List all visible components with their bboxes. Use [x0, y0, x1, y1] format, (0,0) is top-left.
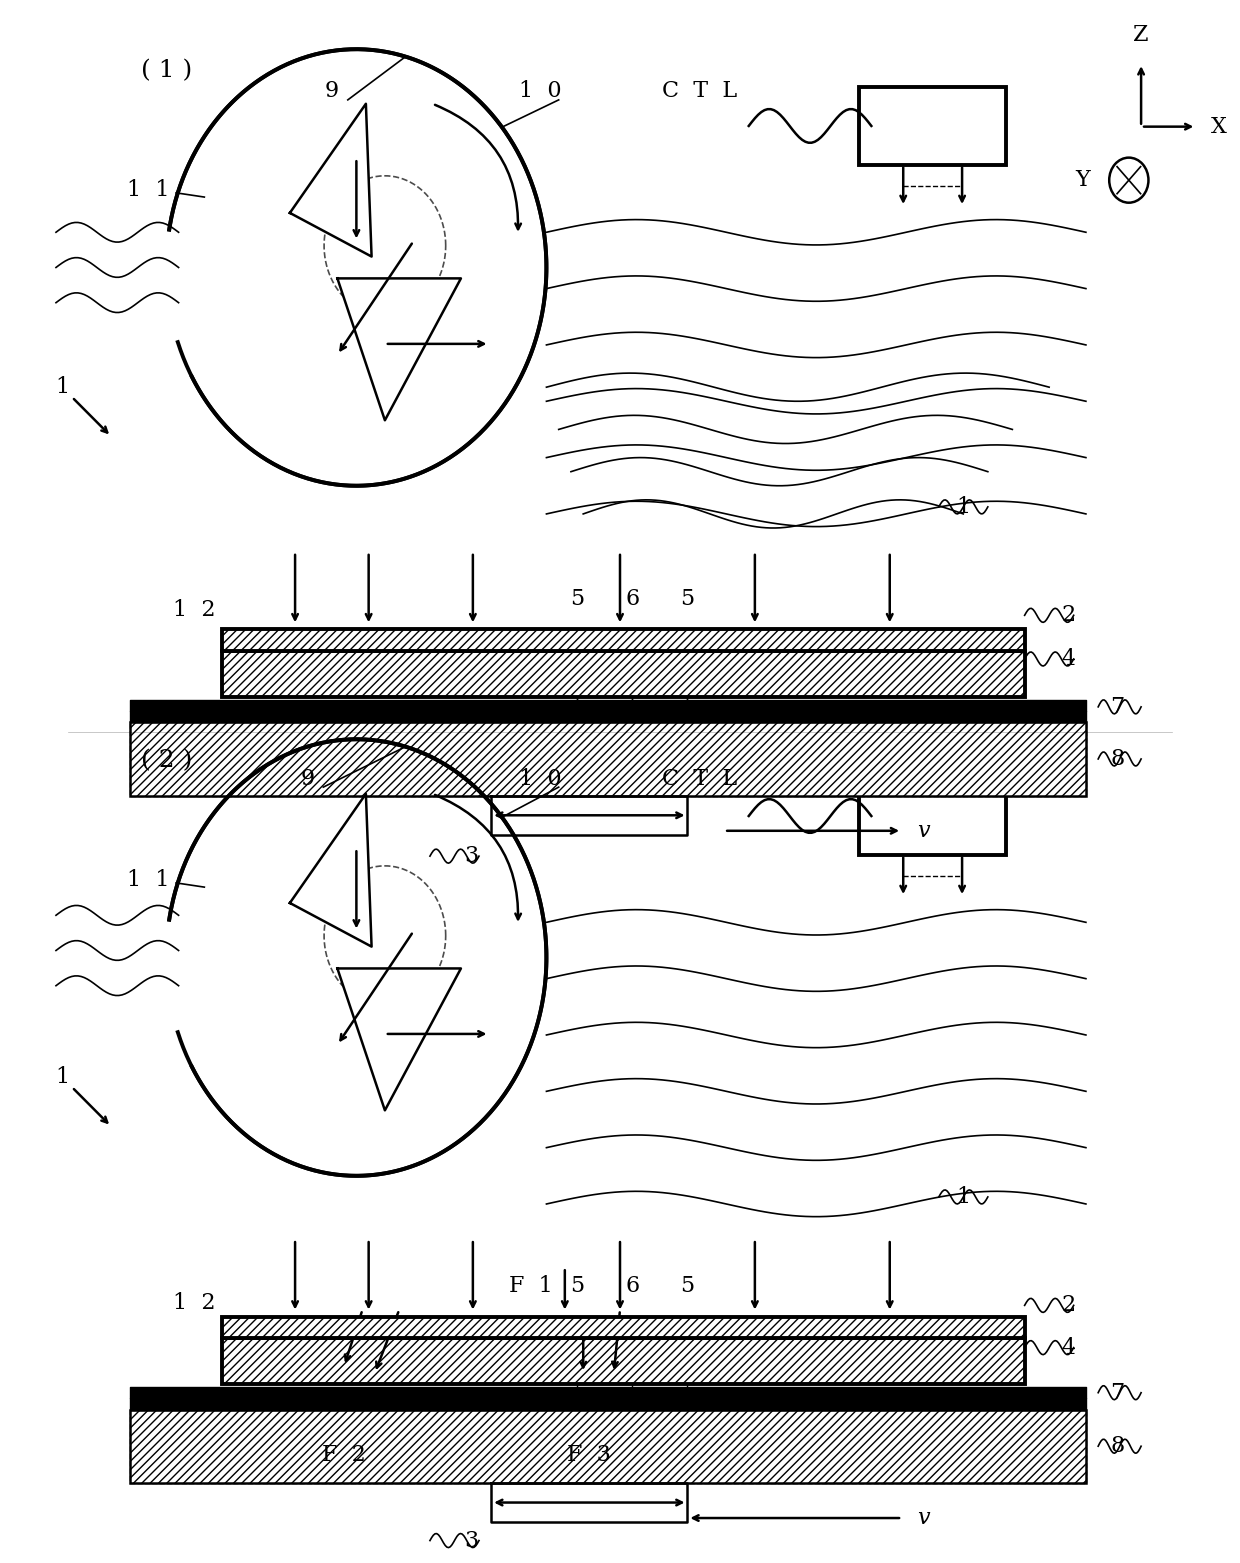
Text: 6: 6	[625, 1275, 640, 1297]
Text: X: X	[1211, 116, 1226, 138]
Text: 1  2: 1 2	[172, 599, 216, 621]
Polygon shape	[337, 969, 461, 1110]
Text: 5: 5	[570, 588, 584, 610]
Polygon shape	[290, 794, 372, 947]
Text: 9: 9	[300, 767, 315, 789]
Text: 2: 2	[1061, 1294, 1075, 1316]
Text: Y: Y	[1075, 169, 1090, 191]
Bar	[222, 630, 1024, 650]
Text: 3: 3	[465, 1530, 479, 1552]
Text: 7: 7	[1111, 1382, 1125, 1404]
Bar	[859, 777, 1006, 855]
Text: ( 1 ): ( 1 )	[140, 59, 192, 81]
Text: 1  2: 1 2	[172, 1291, 216, 1313]
Text: 1: 1	[55, 377, 69, 399]
Text: Z: Z	[1133, 25, 1148, 47]
Text: C  T  L: C T L	[662, 80, 738, 103]
Text: 1  1: 1 1	[126, 180, 169, 202]
Text: 1  0: 1 0	[520, 80, 562, 103]
Polygon shape	[290, 103, 372, 256]
Text: 1: 1	[956, 495, 971, 517]
Bar	[222, 1316, 1024, 1338]
Text: 6: 6	[625, 588, 640, 610]
Bar	[129, 722, 1086, 796]
Text: 1  1: 1 1	[126, 869, 169, 891]
Text: 8: 8	[1111, 1435, 1125, 1457]
Text: v: v	[916, 1507, 929, 1529]
Text: 4: 4	[1061, 649, 1075, 671]
Text: F  2: F 2	[322, 1444, 366, 1466]
Text: 9: 9	[325, 80, 339, 103]
Text: 5: 5	[681, 588, 694, 610]
Text: v: v	[916, 819, 929, 842]
Text: 8: 8	[1111, 749, 1125, 771]
Text: 1: 1	[55, 1066, 69, 1088]
Text: C  T  L: C T L	[662, 767, 738, 789]
Text: 3: 3	[465, 846, 479, 867]
Text: 7: 7	[1111, 696, 1125, 717]
Text: 4: 4	[1061, 1336, 1075, 1358]
Bar	[129, 1410, 1086, 1483]
Text: F  1: F 1	[508, 1275, 553, 1297]
Polygon shape	[337, 278, 461, 420]
Text: F  3: F 3	[568, 1444, 611, 1466]
Bar	[222, 1338, 1024, 1385]
Text: 5: 5	[570, 1275, 584, 1297]
Text: ( 2 ): ( 2 )	[140, 749, 192, 772]
Text: 1: 1	[956, 1186, 971, 1208]
Bar	[859, 88, 1006, 164]
Text: 5: 5	[681, 1275, 694, 1297]
Text: 1  0: 1 0	[520, 767, 562, 789]
Text: 2: 2	[1061, 605, 1075, 627]
Bar	[222, 650, 1024, 697]
